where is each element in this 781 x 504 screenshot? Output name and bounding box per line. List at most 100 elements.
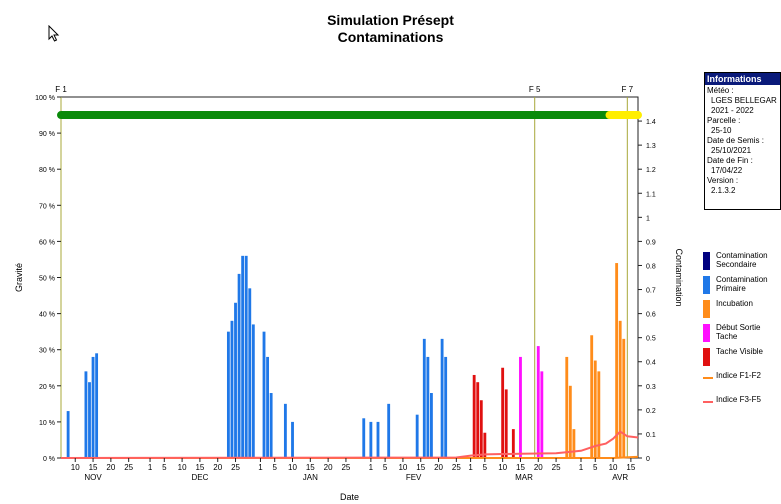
x-axis-title: Date bbox=[340, 492, 359, 502]
bar bbox=[241, 255, 245, 458]
legend-item-debut-sortie: Début Sortie Tache bbox=[703, 322, 781, 346]
x-tick-label: 10 bbox=[178, 463, 187, 472]
y-tick-label: 60 % bbox=[39, 239, 55, 246]
bar bbox=[248, 288, 252, 458]
index-line bbox=[60, 430, 639, 459]
y2-tick-label: 1.4 bbox=[646, 119, 656, 126]
y-tick-label: 80 % bbox=[39, 167, 55, 174]
x-tick-label: 15 bbox=[626, 463, 635, 472]
bar bbox=[422, 338, 426, 458]
bar bbox=[262, 331, 266, 458]
legend-item-secondary: Contamination Secondaire bbox=[703, 250, 781, 274]
bar bbox=[504, 389, 508, 458]
y-tick-label: 20 % bbox=[39, 384, 55, 391]
y-tick-label: 10 % bbox=[39, 420, 55, 427]
info-sowing-value: 25/10/2021 bbox=[711, 146, 752, 155]
bar bbox=[568, 385, 572, 458]
x-tick-label: 20 bbox=[434, 463, 443, 472]
legend-item-incubation: Incubation bbox=[703, 298, 781, 322]
bar bbox=[476, 382, 480, 458]
bar bbox=[283, 403, 287, 458]
bar bbox=[440, 338, 444, 458]
month-label: JAN bbox=[303, 473, 318, 482]
bar bbox=[226, 331, 230, 458]
month-label: AVR bbox=[612, 473, 628, 482]
info-version-label: Version : bbox=[707, 176, 739, 185]
legend-item-indice-f1f2: Indice F1-F2 bbox=[703, 370, 781, 394]
bar bbox=[269, 393, 273, 458]
x-tick-label: 10 bbox=[498, 463, 507, 472]
info-version-value: 2.1.3.2 bbox=[711, 186, 736, 195]
y2-tick-label: 1.2 bbox=[646, 167, 656, 174]
bar bbox=[472, 374, 476, 458]
bar bbox=[618, 320, 622, 458]
bar bbox=[565, 356, 569, 458]
y-tick-label: 40 % bbox=[39, 312, 55, 319]
bar bbox=[483, 432, 487, 458]
bar bbox=[426, 356, 430, 458]
y-tick-label: 50 % bbox=[39, 276, 55, 283]
info-season-value: 2021 - 2022 bbox=[711, 106, 754, 115]
x-tick-label: 1 bbox=[369, 463, 374, 472]
info-plot-label: Parcelle : bbox=[707, 116, 741, 125]
info-weather-value: LGES BELLEGAR bbox=[711, 96, 777, 105]
bar bbox=[519, 356, 522, 458]
legend-item-indice-f3f5: Indice F3-F5 bbox=[703, 394, 781, 418]
bar bbox=[590, 335, 594, 458]
y2-tick-label: 0.7 bbox=[646, 288, 656, 295]
x-tick-label: 15 bbox=[195, 463, 204, 472]
y2-axis-title: Contamination bbox=[674, 248, 684, 306]
bar bbox=[501, 367, 505, 458]
bar bbox=[251, 324, 255, 458]
legend-swatch bbox=[703, 324, 710, 342]
bar bbox=[234, 302, 237, 458]
y-tick-label: 90 % bbox=[39, 131, 55, 138]
y2-tick-label: 0.9 bbox=[646, 239, 656, 246]
info-sowing-label: Date de Semis : bbox=[707, 136, 764, 145]
bar bbox=[376, 421, 380, 458]
x-tick-label: 15 bbox=[306, 463, 315, 472]
bar bbox=[536, 346, 540, 458]
bar bbox=[91, 356, 95, 458]
y-tick-label: 30 % bbox=[39, 348, 55, 355]
x-tick-label: 1 bbox=[468, 463, 473, 472]
month-label: FEV bbox=[406, 473, 422, 482]
bar bbox=[237, 273, 241, 458]
legend-label: Tache Visible bbox=[716, 347, 763, 356]
x-tick-label: 20 bbox=[324, 463, 333, 472]
x-tick-label: 25 bbox=[452, 463, 461, 472]
y2-tick-label: 0 bbox=[646, 456, 650, 463]
y2-tick-label: 1.1 bbox=[646, 191, 656, 198]
y2-tick-label: 0.8 bbox=[646, 263, 656, 270]
y-tick-label: 0 % bbox=[43, 456, 55, 463]
stage-label: F 1 bbox=[55, 85, 67, 94]
bar bbox=[540, 371, 544, 458]
bar bbox=[88, 382, 91, 458]
bar bbox=[387, 403, 391, 458]
bar bbox=[244, 255, 248, 458]
legend-swatch bbox=[703, 300, 710, 318]
x-tick-label: 10 bbox=[398, 463, 407, 472]
legend-swatch bbox=[703, 377, 713, 379]
x-tick-label: 25 bbox=[552, 463, 561, 472]
y2-tick-label: 0.1 bbox=[646, 432, 656, 439]
x-tick-label: 1 bbox=[258, 463, 263, 472]
bar bbox=[597, 371, 601, 458]
legend-item-tache-visible: Tache Visible bbox=[703, 346, 781, 370]
info-panel-header: Informations bbox=[705, 73, 780, 85]
y2-tick-label: 1.3 bbox=[646, 143, 656, 150]
x-tick-label: 1 bbox=[579, 463, 584, 472]
info-panel: Informations Météo : LGES BELLEGAR 2021 … bbox=[704, 72, 781, 210]
legend-label: Début Sortie Tache bbox=[716, 323, 761, 341]
info-plot-value: 25-10 bbox=[711, 126, 732, 135]
legend-label: Indice F1-F2 bbox=[716, 371, 761, 380]
x-tick-label: 20 bbox=[213, 463, 222, 472]
bar bbox=[266, 356, 270, 458]
x-tick-label: 25 bbox=[341, 463, 350, 472]
legend-label: Incubation bbox=[716, 299, 753, 308]
legend-item-primary: Contamination Primaire bbox=[703, 274, 781, 298]
info-weather-label: Météo : bbox=[707, 86, 734, 95]
x-tick-label: 5 bbox=[162, 463, 167, 472]
legend-swatch bbox=[703, 252, 710, 270]
